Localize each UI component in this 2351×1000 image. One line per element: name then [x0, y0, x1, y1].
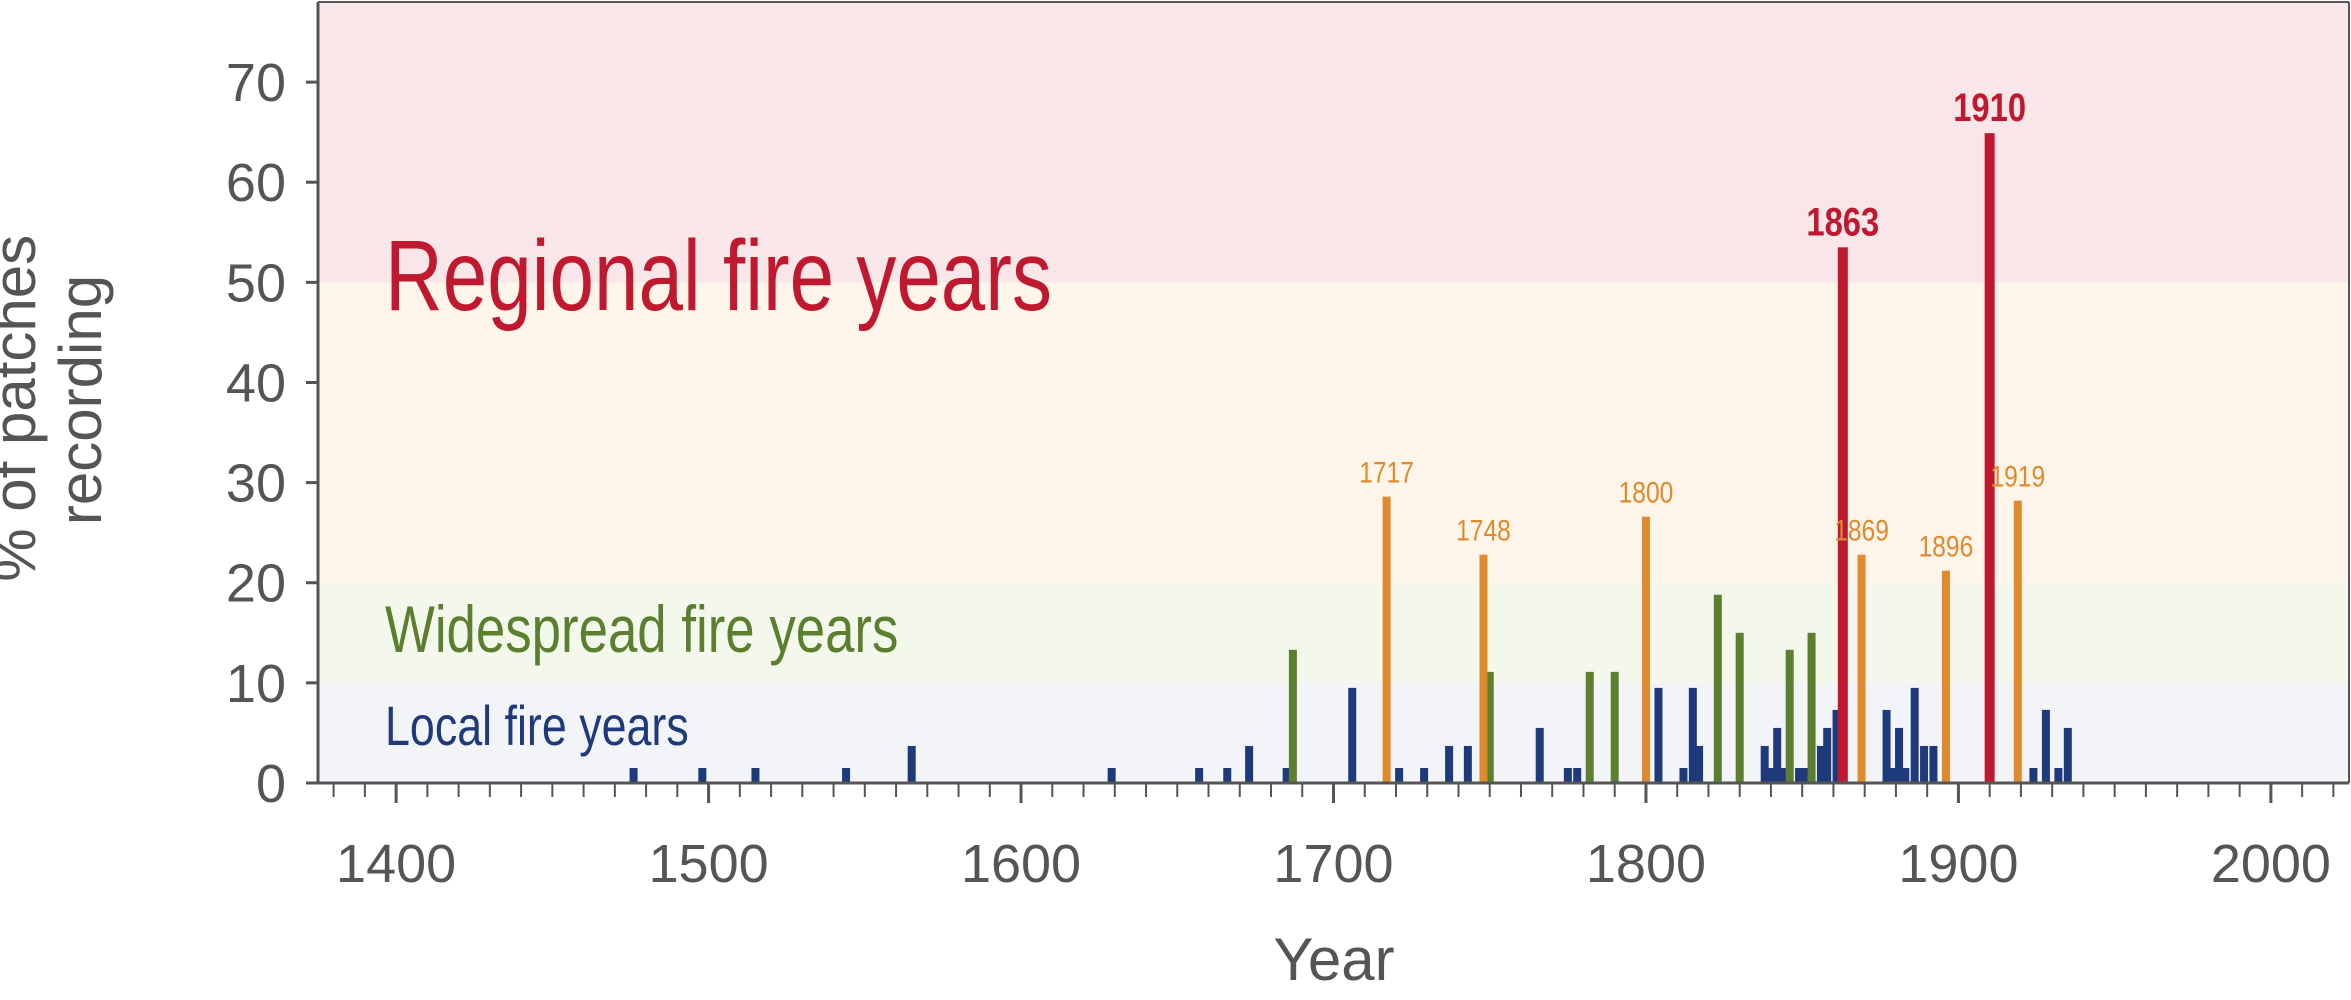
bar-local-1932 — [2054, 767, 2063, 783]
bar-local-1924 — [2029, 767, 2038, 783]
bar-label-1748: 1748 — [1456, 513, 1511, 547]
bar-widespread-1846 — [1785, 649, 1794, 783]
bar-local-1673 — [1245, 745, 1254, 783]
y-tick-label-50: 50 — [226, 253, 286, 313]
bar-intermediate-1748 — [1479, 554, 1488, 783]
bar-local-1721 — [1395, 767, 1404, 783]
bar-regional-1910 — [1984, 133, 1995, 783]
bar-intermediate-1869 — [1857, 554, 1866, 783]
bar-local-1737 — [1445, 745, 1454, 783]
y-tick-layer: 0 10 20 30 40 50 60 70 — [226, 53, 318, 814]
y-tick-label-40: 40 — [226, 353, 286, 413]
bar-label-1910: 1910 — [1953, 85, 2026, 130]
bar-intermediate-1800 — [1641, 516, 1650, 783]
bar-local-1657 — [1195, 767, 1204, 783]
band-label-widespread: Widespread fire years — [385, 592, 898, 666]
bar-local-1476 — [629, 767, 638, 783]
y-tick-label-30: 30 — [226, 454, 286, 514]
bar-widespread-1790 — [1610, 671, 1619, 783]
bar-local-1842 — [1773, 727, 1782, 783]
bar-intermediate-1896 — [1941, 570, 1950, 783]
bar-local-1889 — [1920, 745, 1929, 783]
bar-local-1858 — [1823, 727, 1832, 783]
bar-label-1919: 1919 — [1990, 459, 2045, 493]
band-0 — [318, 682, 2349, 783]
y-axis-title: % of patches recording — [0, 218, 114, 582]
y-tick-label-0: 0 — [256, 754, 286, 814]
bar-local-1861 — [1832, 709, 1841, 783]
bar-regional-1863 — [1837, 247, 1848, 784]
bar-local-1886 — [1910, 687, 1919, 783]
bar-local-1892 — [1929, 745, 1938, 783]
bar-local-1856 — [1816, 745, 1825, 783]
bar-label-1863: 1863 — [1806, 199, 1879, 244]
bar-label-1869: 1869 — [1834, 513, 1889, 547]
bar-local-1844 — [1779, 767, 1788, 783]
bar-label-1717: 1717 — [1359, 455, 1414, 489]
bar-intermediate-1919 — [2013, 500, 2022, 783]
bar-local-1666 — [1223, 767, 1232, 783]
y-tick-label-60: 60 — [226, 153, 286, 213]
bar-widespread-1750 — [1485, 671, 1494, 783]
bar-local-1706 — [1348, 687, 1357, 783]
x-axis-title: Year — [1273, 926, 1394, 993]
bar-local-1544 — [842, 767, 851, 783]
band-2 — [318, 282, 2349, 583]
bar-local-1838 — [1760, 745, 1769, 783]
bar-local-1883 — [1901, 767, 1910, 783]
bar-local-1881 — [1895, 727, 1904, 783]
bar-local-1729 — [1420, 767, 1429, 783]
bar-local-1851 — [1801, 767, 1810, 783]
bar-local-1804 — [1654, 687, 1663, 783]
band-label-regional: Regional fire years — [385, 221, 1052, 333]
y-tick-label-20: 20 — [226, 554, 286, 614]
bar-widespread-1853 — [1807, 632, 1816, 783]
band-label-local: Local fire years — [385, 694, 689, 757]
bar-local-1849 — [1795, 767, 1804, 783]
bar-local-1879 — [1888, 767, 1897, 783]
bar-local-1928 — [2041, 709, 2050, 783]
x-tick-label-2000: 2000 — [2211, 834, 2331, 894]
x-tick-label-1900: 1900 — [1898, 834, 2018, 894]
x-tick-layer: 1400 1500 1600 1700 1800 1900 2000 — [332, 783, 2335, 894]
band-layer — [318, 2, 2349, 783]
bar-local-1565 — [907, 745, 916, 783]
bar-local-1840 — [1766, 767, 1775, 783]
bar-widespread-1782 — [1585, 671, 1594, 783]
bar-local-1685 — [1282, 767, 1291, 783]
y-tick-label-70: 70 — [226, 53, 286, 113]
band-1 — [318, 582, 2349, 683]
band-label-layer: Local fire years Widespread fire years Reg… — [385, 221, 1052, 758]
bar-local-1815 — [1688, 687, 1697, 783]
bar-local-1775 — [1563, 767, 1572, 783]
y-axis-title-line-1: % of patches — [0, 235, 48, 582]
bar-label-1896: 1896 — [1919, 529, 1974, 563]
band-3 — [318, 2, 2349, 283]
bar-widespread-1830 — [1735, 632, 1744, 783]
bar-local-1498 — [698, 767, 707, 783]
x-tick-label-1700: 1700 — [1273, 834, 1393, 894]
bar-local-1877 — [1882, 709, 1891, 783]
x-tick-label-1800: 1800 — [1586, 834, 1706, 894]
bar-layer — [629, 133, 2072, 784]
bar-intermediate-1717 — [1382, 496, 1391, 783]
bar-local-1766 — [1535, 727, 1544, 783]
x-tick-label-1400: 1400 — [336, 834, 456, 894]
x-tick-label-1500: 1500 — [649, 834, 769, 894]
bar-widespread-1823 — [1713, 594, 1722, 783]
bar-local-1743 — [1463, 745, 1472, 783]
bar-label-layer: 1717 1748 1800 1869 1896 1919 1863 1910 — [1359, 85, 2045, 563]
bar-local-1629 — [1107, 767, 1116, 783]
bar-label-1800: 1800 — [1619, 475, 1674, 509]
y-axis-title-line-2: recording — [47, 275, 114, 525]
bar-local-1935 — [2063, 727, 2072, 783]
bar-local-1812 — [1679, 767, 1688, 783]
bar-local-1817 — [1695, 745, 1704, 783]
bar-widespread-1687 — [1288, 649, 1297, 783]
bar-local-1515 — [751, 767, 760, 783]
bar-local-1778 — [1573, 767, 1582, 783]
y-tick-label-10: 10 — [226, 654, 286, 714]
x-tick-label-1600: 1600 — [961, 834, 1081, 894]
